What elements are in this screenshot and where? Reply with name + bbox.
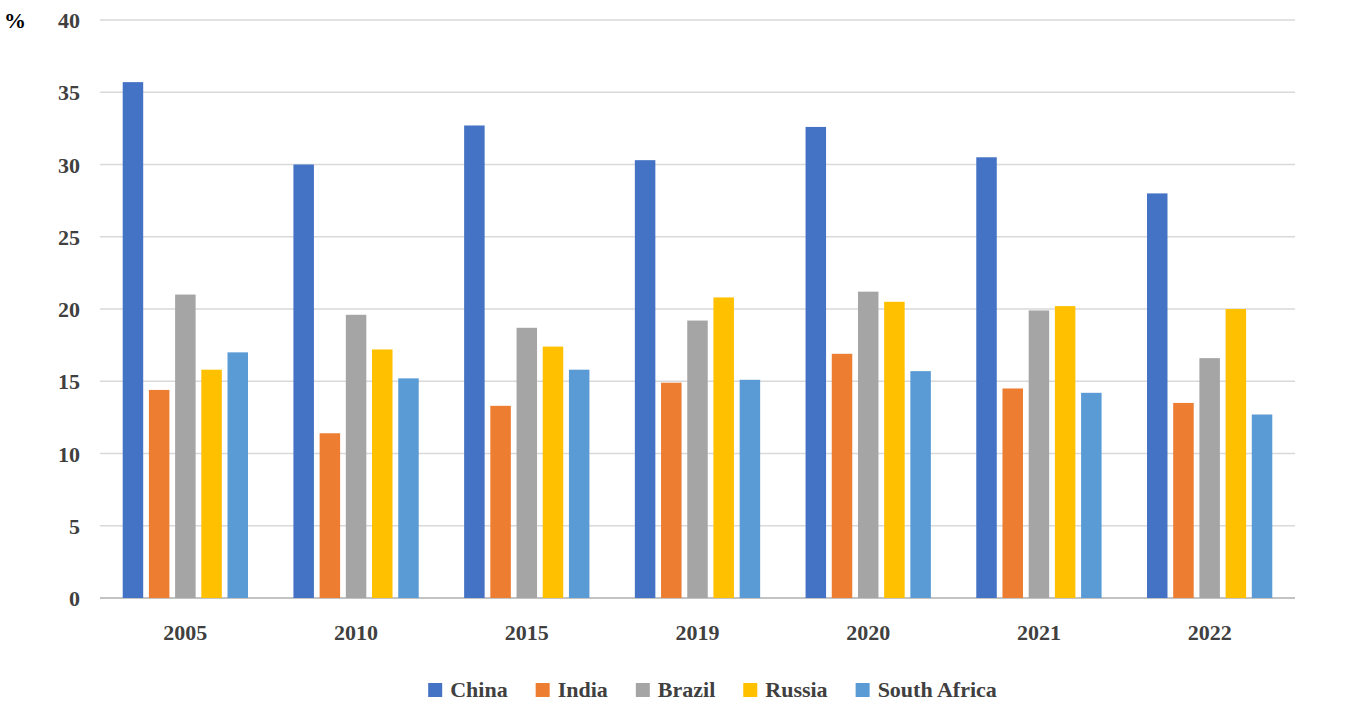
legend-swatch	[536, 683, 550, 697]
bar	[1002, 388, 1023, 598]
y-tick-label: 35	[58, 80, 80, 105]
legend-label: Russia	[765, 677, 827, 702]
x-tick-label: 2021	[1017, 620, 1061, 645]
grid-line	[100, 236, 1295, 237]
grid-line	[100, 308, 1295, 309]
bar	[806, 127, 827, 598]
bar	[1226, 309, 1247, 598]
bar	[517, 328, 538, 598]
y-tick-label: 10	[58, 442, 80, 467]
y-tick-label: 30	[58, 153, 80, 178]
bar	[398, 378, 419, 598]
bar	[320, 433, 341, 598]
bar	[1252, 414, 1273, 598]
bar	[543, 347, 564, 598]
legend-swatch	[636, 683, 650, 697]
bar	[1173, 403, 1194, 598]
grid-line	[100, 92, 1295, 93]
x-tick-label: 2015	[505, 620, 549, 645]
grid	[100, 20, 1295, 598]
y-tick-label: 20	[58, 297, 80, 322]
bar	[149, 390, 170, 598]
bar	[635, 160, 656, 598]
bar	[740, 380, 761, 598]
bar	[976, 157, 997, 598]
y-tick-label: 40	[58, 8, 80, 33]
bar	[372, 349, 393, 598]
bar	[832, 354, 853, 598]
x-tick-label: 2005	[163, 620, 207, 645]
bar	[1081, 393, 1102, 598]
bar	[910, 371, 931, 598]
bar	[346, 315, 367, 598]
bar	[884, 302, 905, 598]
y-axis-label: %	[4, 8, 26, 33]
legend-label: Brazil	[658, 677, 715, 702]
legend-label: India	[558, 677, 608, 702]
bar	[490, 406, 511, 598]
grid-line	[100, 19, 1295, 20]
legend-label: South Africa	[878, 677, 997, 702]
chart: 0 5 10 15 20 25 30 35 40% 2005 2010 2015 2019 2020 202…	[0, 0, 1354, 718]
x-tick-label: 2020	[846, 620, 890, 645]
bar	[1029, 310, 1050, 598]
x-tick-label: 2019	[676, 620, 720, 645]
bar	[858, 292, 879, 598]
x-tick-label: 2022	[1188, 620, 1232, 645]
bars	[123, 82, 1273, 598]
bar	[175, 295, 196, 598]
bar	[569, 370, 590, 598]
legend: China India Brazil Russia South Africa	[428, 677, 997, 702]
bar	[1199, 358, 1220, 598]
legend-swatch	[743, 683, 757, 697]
bar	[687, 321, 708, 598]
bar	[661, 383, 682, 598]
y-tick-label: 15	[58, 369, 80, 394]
legend-swatch	[856, 683, 870, 697]
bar	[201, 370, 222, 598]
bar	[228, 352, 249, 598]
legend-label: China	[450, 677, 507, 702]
bar	[293, 165, 314, 599]
y-tick-label: 5	[69, 514, 80, 539]
x-tick-label: 2010	[334, 620, 378, 645]
y-tick-label: 25	[58, 225, 80, 250]
bar	[464, 125, 485, 598]
bar	[1147, 193, 1168, 598]
bar	[123, 82, 144, 598]
grid-line	[100, 164, 1295, 165]
bar	[713, 297, 734, 598]
y-tick-label: 0	[69, 586, 80, 611]
bar	[1055, 306, 1076, 598]
legend-swatch	[428, 683, 442, 697]
